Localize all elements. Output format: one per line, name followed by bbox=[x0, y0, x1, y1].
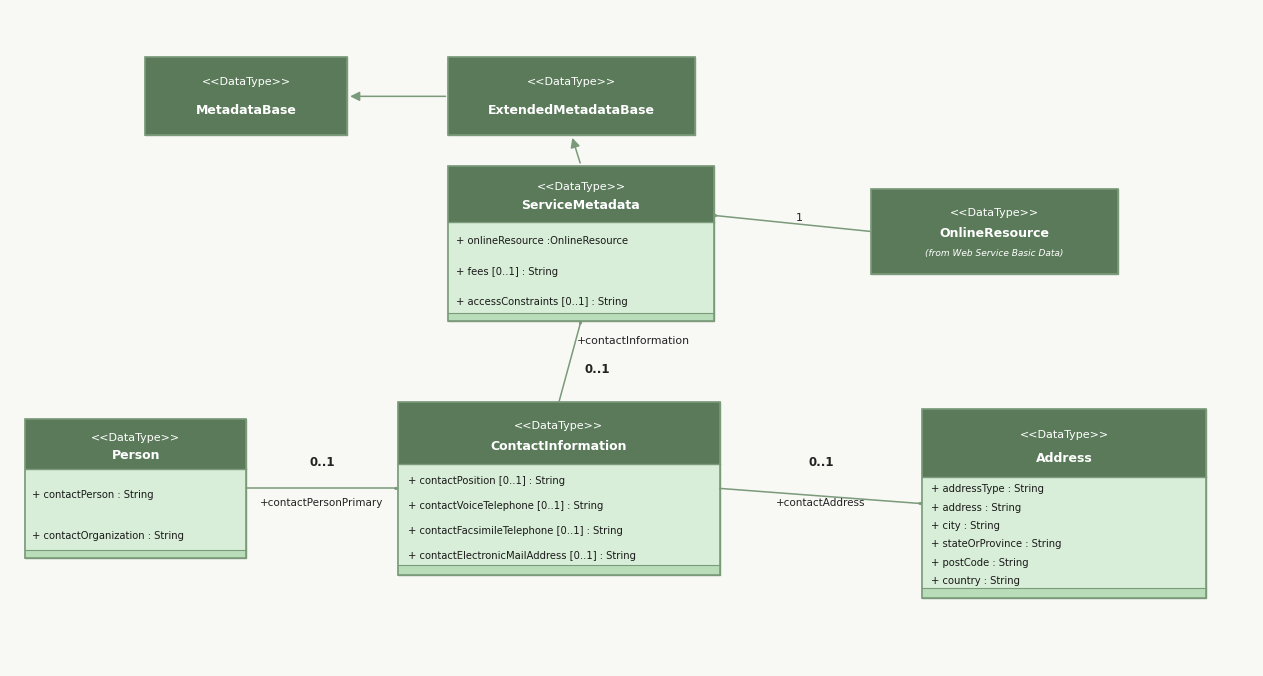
Bar bbox=[25, 550, 246, 558]
Text: + contactPosition [0..1] : String: + contactPosition [0..1] : String bbox=[408, 476, 565, 485]
Text: <<DataType>>: <<DataType>> bbox=[1019, 430, 1109, 440]
Polygon shape bbox=[394, 487, 398, 489]
Text: <<DataType>>: <<DataType>> bbox=[527, 77, 616, 87]
Bar bbox=[922, 477, 1206, 588]
Text: + contactPerson : String: + contactPerson : String bbox=[32, 490, 154, 500]
Text: MetadataBase: MetadataBase bbox=[196, 104, 297, 117]
Text: + addressType : String: + addressType : String bbox=[931, 484, 1043, 494]
Bar bbox=[25, 419, 246, 558]
Text: +contactInformation: +contactInformation bbox=[577, 337, 690, 346]
Bar bbox=[871, 189, 1118, 274]
Text: + contactFacsimileTelephone [0..1] : String: + contactFacsimileTelephone [0..1] : Str… bbox=[408, 526, 623, 536]
Bar bbox=[871, 189, 1118, 274]
Bar bbox=[448, 166, 714, 321]
Bar bbox=[25, 419, 246, 558]
Text: <<DataType>>: <<DataType>> bbox=[91, 433, 181, 443]
Bar bbox=[448, 166, 714, 222]
Text: + contactVoiceTelephone [0..1] : String: + contactVoiceTelephone [0..1] : String bbox=[408, 501, 602, 511]
Text: ContactInformation: ContactInformation bbox=[490, 440, 628, 454]
Bar bbox=[398, 402, 720, 464]
Text: ExtendedMetadataBase: ExtendedMetadataBase bbox=[488, 104, 655, 117]
Polygon shape bbox=[918, 502, 922, 504]
Text: OnlineResource: OnlineResource bbox=[940, 226, 1050, 240]
Text: + postCode : String: + postCode : String bbox=[931, 558, 1028, 568]
Polygon shape bbox=[714, 215, 717, 216]
Text: +contactPersonPrimary: +contactPersonPrimary bbox=[260, 498, 384, 508]
Text: 0..1: 0..1 bbox=[309, 456, 335, 469]
Bar bbox=[398, 464, 720, 565]
Text: (from Web Service Basic Data): (from Web Service Basic Data) bbox=[926, 249, 1063, 258]
Text: 0..1: 0..1 bbox=[808, 456, 834, 469]
Bar bbox=[922, 409, 1206, 477]
Bar bbox=[448, 222, 714, 312]
Bar bbox=[448, 57, 695, 135]
Bar bbox=[448, 312, 714, 321]
Bar bbox=[448, 57, 695, 135]
Bar bbox=[25, 419, 246, 469]
Polygon shape bbox=[580, 321, 581, 324]
Bar bbox=[922, 409, 1206, 598]
Text: Person: Person bbox=[111, 449, 160, 462]
Bar bbox=[25, 469, 246, 550]
Text: 1: 1 bbox=[796, 213, 802, 223]
Text: + country : String: + country : String bbox=[931, 577, 1019, 586]
Bar bbox=[871, 189, 1118, 274]
Text: + onlineResource :OnlineResource: + onlineResource :OnlineResource bbox=[456, 237, 629, 246]
Text: <<DataType>>: <<DataType>> bbox=[202, 77, 290, 87]
Bar bbox=[398, 565, 720, 575]
Text: +contactAddress: +contactAddress bbox=[777, 498, 865, 508]
Text: + stateOrProvince : String: + stateOrProvince : String bbox=[931, 539, 1061, 550]
Text: Address: Address bbox=[1036, 452, 1092, 464]
Bar bbox=[398, 402, 720, 575]
Bar bbox=[398, 402, 720, 575]
Text: <<DataType>>: <<DataType>> bbox=[950, 208, 1039, 218]
Bar bbox=[448, 166, 714, 321]
Text: + fees [0..1] : String: + fees [0..1] : String bbox=[456, 266, 558, 276]
Bar bbox=[145, 57, 347, 135]
Text: + address : String: + address : String bbox=[931, 502, 1021, 512]
Text: + contactOrganization : String: + contactOrganization : String bbox=[32, 531, 184, 541]
Bar bbox=[448, 57, 695, 135]
Bar bbox=[145, 57, 347, 135]
Bar bbox=[922, 588, 1206, 598]
Text: + accessConstraints [0..1] : String: + accessConstraints [0..1] : String bbox=[456, 297, 628, 307]
Bar bbox=[145, 57, 347, 135]
Text: + city : String: + city : String bbox=[931, 521, 999, 531]
Text: + contactElectronicMailAddress [0..1] : String: + contactElectronicMailAddress [0..1] : … bbox=[408, 552, 635, 561]
Text: <<DataType>>: <<DataType>> bbox=[537, 182, 625, 192]
Text: 0..1: 0..1 bbox=[584, 363, 610, 377]
Bar bbox=[922, 409, 1206, 598]
Text: ServiceMetadata: ServiceMetadata bbox=[522, 199, 640, 212]
Text: <<DataType>>: <<DataType>> bbox=[514, 420, 604, 431]
